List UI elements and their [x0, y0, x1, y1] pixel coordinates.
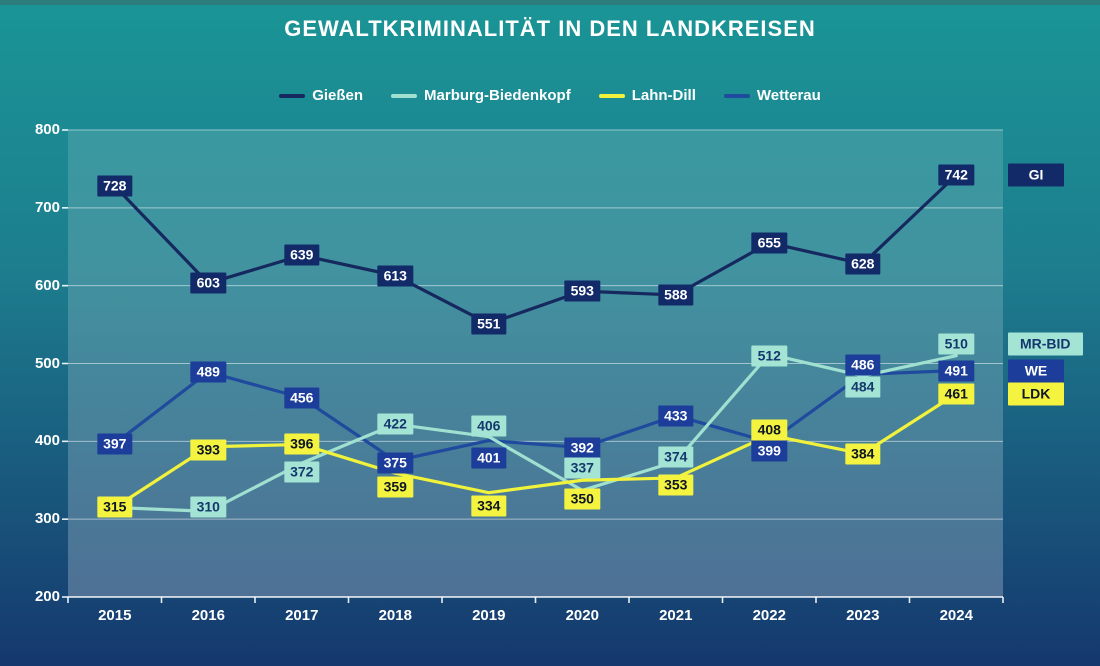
data-label-WE-2021: 433 [658, 405, 694, 427]
series-tag-MR-BID: MR-BID [1008, 332, 1083, 356]
legend-swatch-LDK [598, 93, 625, 98]
data-label-GI-2021: 588 [658, 284, 694, 306]
legend: Gießen Marburg-Biedenkopf Lahn-Dill Wettera… [0, 87, 1100, 104]
data-label-MR-BID-2022: 512 [751, 345, 787, 367]
y-axis-label-200: 200 [34, 588, 60, 605]
data-label-LDK-2017: 396 [284, 433, 320, 455]
data-label-WE-2016: 489 [190, 361, 226, 383]
data-label-WE-2018: 375 [377, 452, 413, 474]
data-label-LDK-2023: 384 [845, 443, 881, 465]
legend-swatch-WE [723, 93, 750, 98]
data-label-WE-2017: 456 [284, 387, 320, 409]
x-axis-label-2019: 2019 [472, 607, 506, 624]
data-label-MR-BID-2021: 374 [658, 446, 694, 468]
data-label-GI-2023: 628 [845, 253, 881, 275]
data-label-LDK-2021: 353 [658, 474, 694, 496]
legend-label-LDK: Lahn-Dill [631, 87, 696, 104]
data-label-MR-BID-2020: 337 [564, 457, 600, 479]
y-axis-label-600: 600 [34, 276, 60, 294]
data-label-WE-2020: 392 [564, 437, 600, 459]
data-label-LDK-2015: 315 [97, 496, 133, 518]
y-axis-label-300: 300 [34, 510, 60, 528]
data-label-GI-2015: 728 [97, 175, 133, 197]
line-WE [113, 368, 958, 463]
data-label-LDK-2020: 350 [564, 488, 600, 510]
data-label-LDK-2024: 461 [938, 383, 974, 405]
data-label-GI-2022: 655 [751, 232, 787, 254]
x-axis-label-2020: 2020 [565, 607, 599, 624]
y-axis-label-700: 700 [34, 198, 60, 216]
x-axis-label-2024: 2024 [939, 607, 973, 624]
data-label-WE-2022: 399 [751, 440, 787, 462]
legend-label-WE: Wetterau [756, 87, 821, 104]
data-label-WE-2015: 397 [97, 433, 133, 455]
legend-item-MR-BID: Marburg-Biedenkopf [391, 87, 571, 104]
legend-item-LDK: Lahn-Dill [598, 87, 696, 104]
legend-swatch-MR-BID [391, 93, 418, 98]
y-axis-label-400: 400 [34, 432, 60, 450]
data-label-LDK-2019: 334 [471, 495, 507, 517]
legend-item-WE: Wetterau [723, 87, 821, 104]
data-label-GI-2016: 603 [190, 272, 226, 294]
data-label-GI-2019: 551 [471, 313, 507, 335]
series-tag-LDK: LDK [1008, 382, 1064, 406]
legend-swatch-GI [279, 93, 306, 98]
x-axis-label-2016: 2016 [191, 607, 225, 624]
data-label-WE-2019: 401 [471, 447, 507, 469]
y-axis-label-800: 800 [34, 121, 60, 138]
data-label-GI-2017: 639 [284, 244, 320, 266]
data-label-MR-BID-2023: 484 [845, 376, 881, 398]
data-label-MR-BID-2019: 406 [471, 415, 507, 437]
data-label-GI-2020: 593 [564, 280, 600, 302]
data-label-LDK-2018: 359 [377, 476, 413, 498]
x-axis-label-2023: 2023 [846, 607, 880, 624]
data-label-LDK-2016: 393 [190, 439, 226, 461]
data-label-MR-BID-2017: 372 [284, 461, 320, 483]
data-label-WE-2023: 486 [845, 354, 881, 376]
data-label-MR-BID-2018: 422 [377, 413, 413, 435]
chart-title: GEWALTKRIMINALITÄT IN DEN LANDKREISEN [284, 16, 816, 41]
data-label-WE-2024: 491 [938, 360, 974, 381]
legend-label-MR-BID: Marburg-Biedenkopf [424, 87, 571, 104]
series-tag-WE: WE [1008, 359, 1064, 382]
top-strip [0, 0, 1100, 5]
data-label-GI-2018: 613 [377, 265, 413, 287]
x-axis-label-2015: 2015 [98, 607, 132, 624]
legend-label-GI: Gießen [312, 87, 364, 104]
data-label-GI-2024: 742 [938, 164, 974, 186]
line-MR-BID [113, 352, 958, 513]
data-label-MR-BID-2024: 510 [938, 333, 974, 355]
line-LDK [113, 392, 958, 510]
data-label-MR-BID-2016: 310 [190, 496, 226, 518]
y-axis-label-500: 500 [34, 354, 60, 372]
legend-item-GI: Gießen [279, 87, 363, 104]
x-axis-label-2022: 2022 [752, 607, 786, 624]
data-label-LDK-2022: 408 [751, 419, 787, 441]
x-axis-label-2018: 2018 [378, 607, 412, 624]
x-axis-label-2021: 2021 [659, 607, 693, 624]
x-axis-label-2017: 2017 [285, 607, 319, 624]
series-tag-GI: GI [1008, 163, 1064, 187]
line-GI [113, 173, 958, 326]
